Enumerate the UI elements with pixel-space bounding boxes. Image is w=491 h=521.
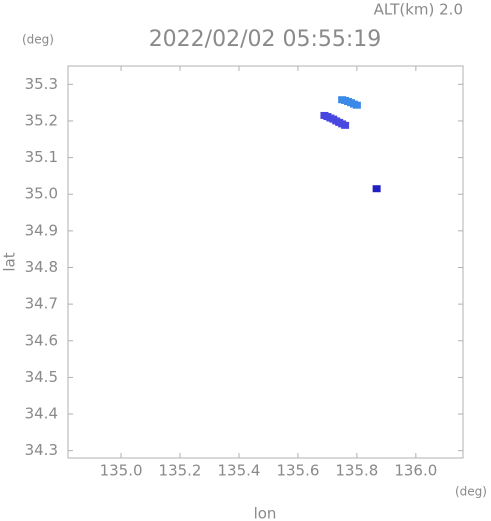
x-tick-label: 136.0 <box>394 462 437 480</box>
chart-title: 2022/02/02 05:55:19 <box>149 27 382 52</box>
y-unit: (deg) <box>22 33 54 47</box>
x-unit: (deg) <box>455 485 487 499</box>
y-tick-label: 34.4 <box>25 405 58 423</box>
echo-point <box>352 101 361 109</box>
x-tick-label: 135.0 <box>100 462 143 480</box>
y-tick-label: 34.6 <box>25 331 58 349</box>
echo-point <box>372 185 381 193</box>
x-tick-label: 135.8 <box>335 462 378 480</box>
plot-frame <box>67 65 464 459</box>
x-tick-label: 135.4 <box>217 462 260 480</box>
y-tick-label: 34.3 <box>25 441 58 459</box>
x-tick-label: 135.2 <box>159 462 202 480</box>
y-tick-label: 35.0 <box>25 185 58 203</box>
y-tick-label: 35.3 <box>25 75 58 93</box>
echo-point <box>341 121 350 129</box>
y-tick-label: 34.7 <box>25 295 58 313</box>
y-tick-label: 34.9 <box>25 221 58 239</box>
x-axis-label: lon <box>254 505 277 521</box>
y-axis-label: lat <box>1 252 19 271</box>
y-tick-label: 34.5 <box>25 368 58 386</box>
x-tick-label: 135.6 <box>276 462 319 480</box>
y-tick-label: 35.2 <box>25 111 58 129</box>
altitude-label: ALT(km) 2.0 <box>374 1 463 19</box>
y-tick-label: 34.8 <box>25 258 58 276</box>
y-tick-label: 35.1 <box>25 148 58 166</box>
